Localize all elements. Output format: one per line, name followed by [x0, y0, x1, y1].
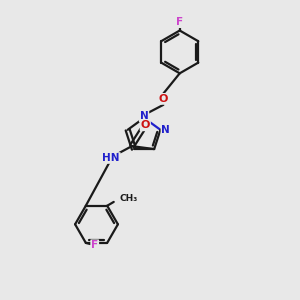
Text: O: O: [141, 120, 150, 130]
Text: F: F: [176, 17, 183, 27]
Text: O: O: [159, 94, 168, 104]
Text: N: N: [161, 125, 170, 135]
Text: F: F: [91, 240, 98, 250]
Text: HN: HN: [102, 153, 120, 163]
Text: N: N: [140, 111, 148, 122]
Text: CH₃: CH₃: [119, 194, 137, 203]
